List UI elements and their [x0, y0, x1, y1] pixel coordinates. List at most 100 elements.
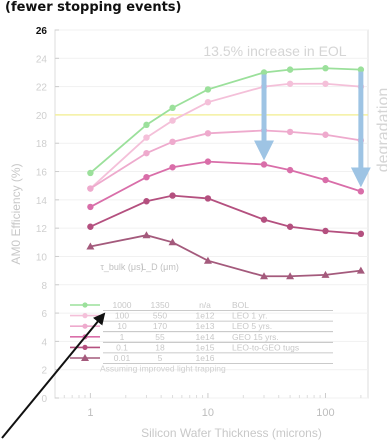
data-point — [286, 80, 294, 87]
legend-tau: 100 — [115, 311, 129, 321]
data-point — [286, 223, 294, 230]
plot-area — [54, 29, 369, 399]
data-point — [356, 266, 365, 274]
data-point — [204, 158, 212, 165]
legend-tau: 1000 — [113, 300, 132, 310]
data-point — [286, 128, 294, 136]
page-title: (fewer stopping events) — [5, 0, 182, 15]
series-line — [89, 129, 362, 190]
x-tick-label: 10 — [202, 407, 214, 419]
legend-header-ld: L_D (μm) — [141, 262, 179, 272]
grid — [54, 29, 369, 399]
data-point — [87, 203, 94, 211]
legend-label: BOL — [232, 300, 249, 310]
data-point — [169, 192, 176, 199]
data-point — [86, 242, 95, 250]
series-line — [89, 160, 362, 208]
legend-fluence: 1e14 — [196, 332, 215, 342]
callout-arrow-group — [1, 312, 106, 439]
data-point — [204, 86, 212, 93]
data-point — [321, 270, 330, 278]
degradation-annotation: degradation — [375, 88, 387, 173]
legend-fluence: 1e12 — [196, 311, 215, 321]
data-point — [204, 130, 212, 137]
y-tick-label: 26 — [36, 26, 48, 37]
data-point — [322, 65, 329, 72]
legend-fluence: 1e13 — [196, 321, 215, 331]
legend-ld: 1350 — [151, 300, 170, 310]
legend-tau: 10 — [117, 321, 127, 331]
data-point — [286, 166, 294, 174]
legend-footnote: Assuming improved light trapping — [100, 364, 226, 374]
data-point — [357, 230, 365, 238]
data-point — [260, 272, 269, 280]
data-point — [322, 176, 329, 184]
data-point — [357, 188, 365, 195]
y-tick-label: 0 — [41, 394, 47, 405]
legend-tau: 0.01 — [114, 353, 131, 363]
y-tick-label: 10 — [36, 252, 48, 263]
legend-header-tau: τ_bulk (μs) — [100, 262, 143, 272]
y-tick-label: 22 — [36, 83, 48, 94]
data-point — [143, 121, 150, 129]
legend-fluence: 1e15 — [196, 342, 215, 352]
data-point — [169, 117, 176, 124]
x-tick-label: 1 — [87, 407, 93, 419]
legend-ld: 170 — [153, 321, 167, 331]
data-point — [322, 227, 329, 235]
data-point — [357, 66, 365, 73]
legend-ld: 18 — [155, 342, 165, 352]
legend-label: LEO-to-GEO tugs — [232, 342, 299, 352]
x-axis-title: Silicon Wafer Thickness (microns) — [141, 426, 322, 440]
data-point — [169, 138, 176, 146]
y-tick-label: 4 — [41, 337, 47, 348]
data-point — [169, 104, 176, 112]
data-point — [260, 69, 268, 76]
legend-swatch-marker — [82, 323, 88, 329]
y-tick-label: 16 — [36, 168, 48, 179]
legend-tau: 1 — [120, 332, 125, 342]
data-point — [204, 195, 212, 202]
data-point — [87, 169, 94, 177]
data-point — [87, 223, 94, 230]
legend-swatch-marker — [82, 302, 88, 308]
data-point — [203, 256, 212, 264]
y-axis-title: AM0 Efficiency (%) — [9, 163, 23, 264]
legend-fluence: n/a — [199, 300, 211, 310]
data-point — [143, 149, 150, 157]
data-point — [204, 98, 212, 106]
data-point — [260, 161, 268, 168]
y-tick-label: 20 — [36, 111, 48, 122]
data-point — [260, 216, 268, 223]
series-line — [89, 67, 361, 174]
data-point — [87, 185, 94, 192]
series-line — [90, 234, 361, 278]
annotations-group: 13.5% increase in EOL degradation — [203, 43, 387, 188]
y-tick-label: 24 — [36, 54, 48, 65]
series-group — [86, 65, 365, 280]
legend-ld: 5 — [158, 353, 163, 363]
data-point — [169, 164, 176, 171]
legend-label: GEO 15 yrs. — [232, 332, 279, 342]
legend-fluence: 1e16 — [196, 353, 215, 363]
data-point — [168, 238, 177, 246]
y-tick-label: 6 — [41, 309, 47, 320]
data-point — [143, 198, 150, 205]
callout-arrow — [1, 312, 106, 439]
data-point — [143, 174, 150, 181]
data-point — [142, 231, 151, 239]
series-line — [90, 194, 361, 235]
data-point — [322, 80, 329, 87]
legend-tau: 0.1 — [116, 342, 128, 352]
increase-annotation: 13.5% increase in EOL — [203, 43, 346, 59]
y-tick-label: 8 — [41, 281, 47, 292]
y-tick-label: 18 — [36, 139, 48, 150]
y-tick-label: 14 — [36, 196, 48, 207]
legend-swatch-marker — [82, 313, 88, 319]
y-tick-label: 2 — [41, 366, 47, 377]
legend-swatch-marker — [82, 344, 88, 350]
legend-label: LEO 5 yrs. — [232, 321, 272, 331]
x-tick-label: 100 — [316, 407, 334, 419]
